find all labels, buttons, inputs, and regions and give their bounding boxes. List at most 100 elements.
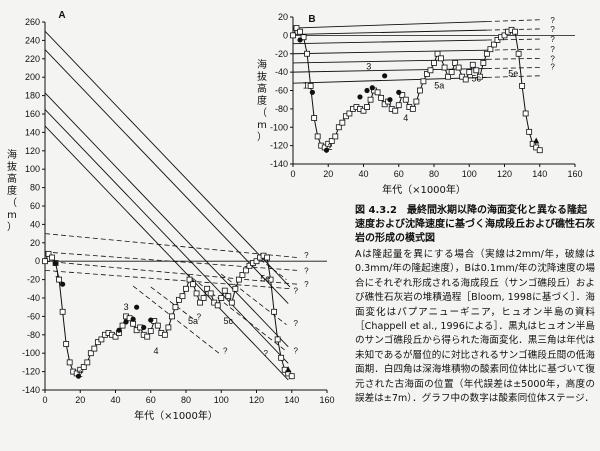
sea-level-point <box>214 302 221 309</box>
isotope-stage-label: 5e <box>260 273 270 283</box>
subsidence-line-solid <box>292 68 487 73</box>
isotope-stage-label: 4 <box>403 113 408 123</box>
sea-level-point <box>200 295 207 301</box>
isotope-stage-label: 5c <box>224 316 234 326</box>
sea-level-point <box>290 32 296 39</box>
sea-level-point <box>491 41 497 48</box>
unknown-marker: ? <box>304 280 309 289</box>
y-tick-label: 120 <box>25 146 40 156</box>
sea-level-point <box>332 133 339 140</box>
coral-terrace-point <box>141 324 147 331</box>
sea-level-point <box>526 128 533 135</box>
sea-level-point <box>42 258 48 265</box>
x-tick-label: 40 <box>358 169 368 179</box>
coral-terrace-point <box>116 327 122 333</box>
coral-terrace-point <box>134 304 140 310</box>
subsidence-line-solid <box>292 58 487 64</box>
terrace-line-dashed <box>259 259 287 280</box>
caption-title: 図 4.3.2 最終間氷期以降の海面変化と異なる隆起速度および沈降速度に基づく海… <box>355 205 595 244</box>
panel-a: 260240220200180160140120100806040200-20-… <box>7 10 335 422</box>
uplift-line-solid <box>44 49 289 304</box>
sea-level-point <box>529 140 536 147</box>
y-tick-label: 0 <box>283 30 288 40</box>
subsidence-line-solid <box>292 49 487 55</box>
sea-level-point <box>346 110 353 117</box>
sea-level-point <box>144 333 151 340</box>
subsidence-line-dashed <box>486 19 540 22</box>
y-tick-label: 140 <box>25 127 40 137</box>
y-axis-label-char: 高 <box>7 172 17 185</box>
figure-caption: 図 4.3.2 最終間氷期以降の海面変化と異なる隆起速度および沈降速度に基づく海… <box>355 204 595 406</box>
x-tick-label: 20 <box>75 395 85 405</box>
isotope-stage-label: 5c <box>472 73 482 83</box>
sea-level-point <box>87 350 94 357</box>
sea-level-point <box>469 61 476 68</box>
sea-level-point <box>168 313 175 320</box>
sea-level-point <box>519 83 526 89</box>
sea-level-point <box>264 254 270 261</box>
y-axis-label-char: 抜 <box>7 160 17 173</box>
sea-level-point <box>190 281 196 288</box>
x-tick-label: 80 <box>429 169 439 179</box>
isotope-stage-label: 2 <box>78 369 83 379</box>
sea-level-point <box>165 324 172 331</box>
isotope-stage-label: 2 <box>328 142 333 152</box>
sea-level-point <box>448 69 455 76</box>
y-tick-label: 40 <box>30 219 40 229</box>
sea-level-point <box>183 285 189 292</box>
unknown-marker: ? <box>304 266 309 275</box>
panel-label: B <box>308 14 315 25</box>
sea-level-point <box>335 124 342 131</box>
y-tick-label: -80 <box>27 330 40 340</box>
sea-level-point <box>243 267 249 274</box>
sea-level-point <box>161 331 168 338</box>
y-axis-label-char: m <box>257 120 267 131</box>
unknown-marker: ? <box>294 287 299 296</box>
coral-terrace-point <box>396 89 402 95</box>
sea-level-point <box>193 290 200 297</box>
sea-level-point <box>438 55 444 62</box>
x-tick-label: 60 <box>146 395 156 405</box>
sea-level-point <box>515 50 522 57</box>
y-tick-label: 0 <box>35 256 40 266</box>
y-axis-label-char: 海 <box>257 58 267 71</box>
sea-level-point <box>49 254 55 261</box>
sea-level-point <box>232 285 239 292</box>
sea-level-point <box>253 258 260 265</box>
sea-level-point <box>297 28 303 35</box>
unknown-marker: ? <box>550 63 555 72</box>
sea-level-point <box>420 78 427 85</box>
unknown-marker: ? <box>304 251 309 260</box>
sea-level-point <box>434 50 441 57</box>
sea-level-point <box>307 83 314 89</box>
sea-level-point <box>186 276 193 283</box>
subsidence-line-dashed <box>486 57 540 60</box>
sea-level-point <box>130 320 137 327</box>
x-axis-label: 年代（×1000年） <box>134 409 218 422</box>
uplift-line-solid <box>44 125 289 381</box>
unknown-marker: ? <box>550 45 555 54</box>
terrace-line-dashed <box>185 272 287 352</box>
sea-level-point <box>314 133 321 140</box>
sea-level-point <box>364 104 370 110</box>
unknown-marker: ? <box>197 312 202 321</box>
x-tick-label: 80 <box>181 395 191 405</box>
coral-terrace-point <box>130 316 136 322</box>
y-tick-label: 60 <box>30 201 40 211</box>
y-tick-label: -140 <box>22 385 40 395</box>
coral-terrace-point <box>52 260 59 266</box>
sea-level-point <box>487 46 494 53</box>
x-tick-label: 120 <box>497 169 512 179</box>
sea-level-point <box>300 34 307 41</box>
sea-level-point <box>536 147 543 154</box>
sea-level-point <box>483 50 490 57</box>
sea-level-point <box>473 67 480 74</box>
sea-level-point <box>288 373 295 380</box>
sea-level-point <box>402 96 409 103</box>
y-tick-label: -20 <box>275 49 288 59</box>
sea-level-point <box>462 76 469 83</box>
sea-level-point <box>522 110 529 117</box>
y-tick-label: -60 <box>27 311 40 321</box>
